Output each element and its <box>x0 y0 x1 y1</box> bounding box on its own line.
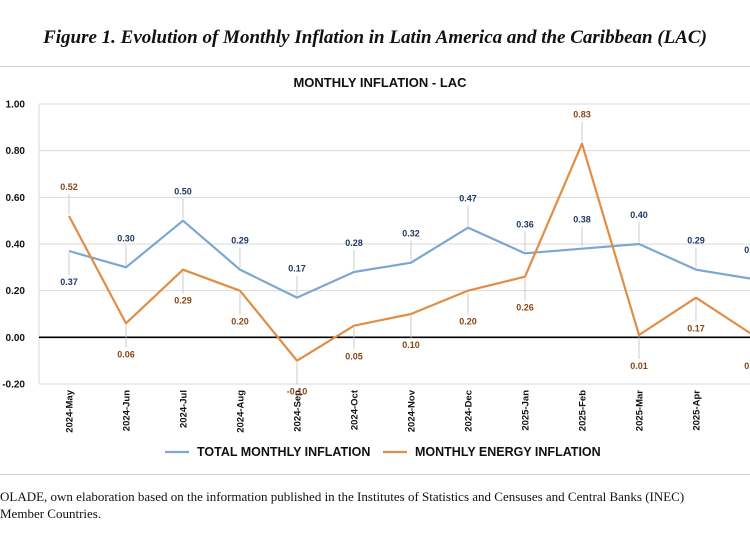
x-tick-label: 2024-Jul <box>179 390 190 428</box>
data-label: 0.32 <box>402 229 420 239</box>
data-label: 0.36 <box>516 219 534 229</box>
y-axis-ticks: 1.00 0.80 0.60 0.40 0.20 0.00 -0.20 <box>2 100 25 391</box>
source-note: OLADE, own elaboration based on the info… <box>0 488 750 522</box>
x-tick-label: 2024-Sep <box>293 390 304 432</box>
data-label: 0.83 <box>573 110 591 120</box>
y-tick-label: -0.20 <box>2 380 25 391</box>
figure-title: Figure 1. Evolution of Monthly Inflation… <box>43 27 707 48</box>
chart-title: MONTHLY INFLATION - LAC <box>293 75 467 90</box>
data-label: 0.20 <box>459 317 477 327</box>
y-tick-label: 0.40 <box>6 240 26 251</box>
data-labels: 0.37 0.30 0.50 0.29 0.17 0.28 0.32 0.47 0.36 0.38… <box>60 110 750 397</box>
x-tick-label: 2024-Jun <box>122 390 133 431</box>
source-line-1: OLADE, own elaboration based on the info… <box>0 489 685 504</box>
data-label: 0.29 <box>174 296 192 306</box>
data-label: 0.05 <box>345 352 363 362</box>
x-axis-ticks: 2024-May 2024-Jun 2024-Jul 2024-Aug 2024-Sep… <box>65 389 750 433</box>
data-label: 0.47 <box>459 194 477 204</box>
x-tick-label: 2025-Apr <box>692 390 703 431</box>
data-label: 0.30 <box>117 233 135 243</box>
x-tick-label: 2024-May <box>65 389 76 432</box>
data-label: 0.37 <box>60 277 78 287</box>
x-tick-label: 2025-Feb <box>578 390 589 431</box>
data-label: 0.01 <box>744 361 750 371</box>
data-label: 0.17 <box>687 324 705 334</box>
data-label: 0.20 <box>231 317 249 327</box>
chart-legend: TOTAL MONTHLY INFLATION MONTHLY ENERGY IN… <box>165 445 601 459</box>
x-tick-label: 2025-Jan <box>521 390 532 431</box>
data-label: 0.26 <box>516 303 534 313</box>
y-tick-label: 0.20 <box>6 286 26 297</box>
chart-container: MONTHLY INFLATION - LAC 1.00 0.80 0.60 0.40… <box>0 66 750 475</box>
data-label: 0.50 <box>174 187 192 197</box>
data-label: 0.38 <box>573 215 591 225</box>
x-tick-label: 2024-Dec <box>464 390 475 432</box>
series-lines <box>68 142 750 362</box>
y-tick-label: 1.00 <box>6 100 26 111</box>
x-tick-label: 2024-Aug <box>236 390 247 433</box>
y-tick-label: 0.80 <box>6 146 26 157</box>
y-tick-label: 0.00 <box>6 333 26 344</box>
legend-label-0: TOTAL MONTHLY INFLATION <box>197 445 370 459</box>
x-tick-label: 2024-Nov <box>407 389 418 432</box>
data-label: 0.25 <box>744 245 750 255</box>
data-label: 0.40 <box>630 210 648 220</box>
x-tick-label: 2024-Oct <box>350 389 361 430</box>
data-label: 0.06 <box>117 349 135 359</box>
x-tick-label: 2025-Mar <box>635 390 646 431</box>
data-label: 0.17 <box>288 264 306 274</box>
source-line-2: Member Countries. <box>0 506 102 521</box>
data-label: 0.29 <box>687 236 705 246</box>
legend-label-1: MONTHLY ENERGY INFLATION <box>415 445 601 459</box>
y-tick-label: 0.60 <box>6 193 26 204</box>
label-leader-lines <box>68 121 697 385</box>
series-line-1 <box>68 142 750 362</box>
data-label: 0.28 <box>345 238 363 248</box>
line-chart: MONTHLY INFLATION - LAC 1.00 0.80 0.60 0.40… <box>2 75 750 459</box>
data-label: 0.52 <box>60 182 78 192</box>
series-line-0 <box>68 219 750 299</box>
grid-lines <box>38 103 750 385</box>
data-label: 0.29 <box>231 236 249 246</box>
data-label: 0.10 <box>402 340 420 350</box>
data-label: -0.10 <box>287 387 308 397</box>
data-label: 0.01 <box>630 361 648 371</box>
x-tick-label: 2025-May <box>749 389 750 432</box>
